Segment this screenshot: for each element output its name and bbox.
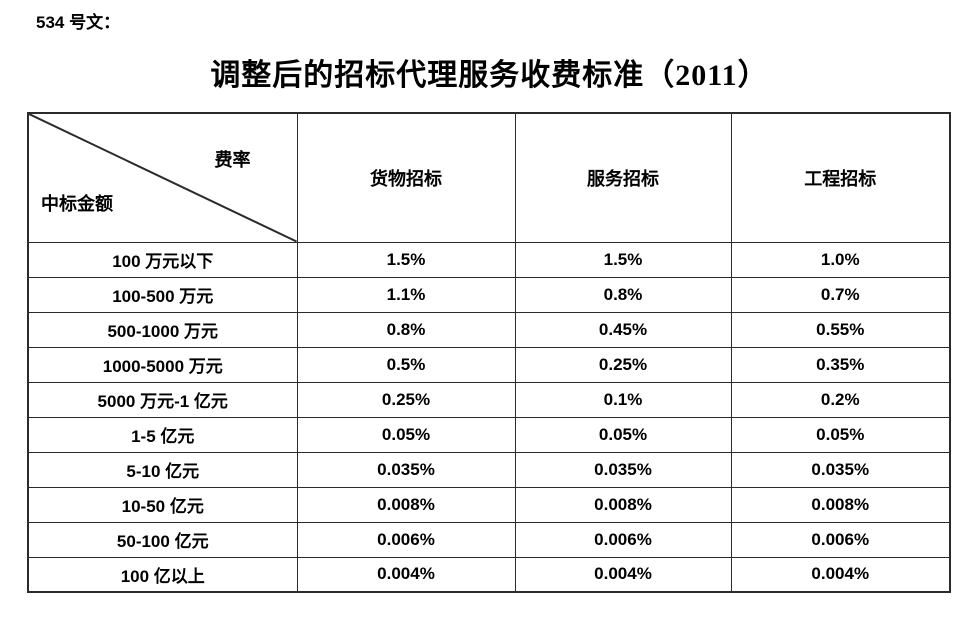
rate-cell: 0.55% — [730, 311, 951, 348]
table-row: 5000 万元-1 亿元 0.25% 0.1% 0.2% — [27, 381, 951, 418]
rate-cell: 1.5% — [296, 241, 516, 278]
row-amount-label: 50-100 亿元 — [27, 521, 298, 558]
rate-cell: 0.006% — [730, 521, 951, 558]
table-row: 500-1000 万元 0.8% 0.45% 0.55% — [27, 311, 951, 348]
table-row: 10-50 亿元 0.008% 0.008% 0.008% — [27, 486, 951, 523]
rate-cell: 0.35% — [730, 346, 951, 383]
rate-cell: 0.7% — [730, 276, 951, 313]
rate-cell: 0.8% — [514, 276, 732, 313]
rate-cell: 0.008% — [514, 486, 732, 523]
rate-cell: 0.5% — [296, 346, 516, 383]
rate-cell: 0.008% — [296, 486, 516, 523]
corner-amount-label: 中标金额 — [41, 193, 113, 214]
table-row: 50-100 亿元 0.006% 0.006% 0.006% — [27, 521, 951, 558]
rate-cell: 0.035% — [296, 451, 516, 488]
row-amount-label: 1000-5000 万元 — [27, 346, 298, 383]
rate-cell: 0.004% — [296, 556, 516, 593]
rate-cell: 0.25% — [514, 346, 732, 383]
rate-cell: 0.006% — [296, 521, 516, 558]
rate-cell: 1.0% — [730, 241, 951, 278]
rate-cell: 0.035% — [730, 451, 951, 488]
rate-cell: 0.004% — [514, 556, 732, 593]
rate-cell: 0.006% — [514, 521, 732, 558]
rate-cell: 0.05% — [730, 416, 951, 453]
fee-rate-table: 费率 中标金额 货物招标 服务招标 工程招标 100 万元以下 1.5% 1.5… — [27, 112, 951, 593]
rate-cell: 0.8% — [296, 311, 516, 348]
table-row: 100 亿以上 0.004% 0.004% 0.004% — [27, 556, 951, 593]
row-amount-label: 100 万元以下 — [27, 241, 298, 278]
table-row: 100 万元以下 1.5% 1.5% 1.0% — [27, 241, 951, 278]
rate-cell: 0.05% — [514, 416, 732, 453]
table-row: 5-10 亿元 0.035% 0.035% 0.035% — [27, 451, 951, 488]
corner-fee-rate-label: 费率 — [214, 150, 251, 170]
rate-cell: 1.1% — [296, 276, 516, 313]
doc-number-label: 534 号文： — [36, 13, 121, 32]
row-amount-label: 1-5 亿元 — [27, 416, 298, 453]
table-row: 1000-5000 万元 0.5% 0.25% 0.35% — [27, 346, 951, 383]
row-amount-label: 100-500 万元 — [27, 276, 298, 313]
rate-cell: 1.5% — [514, 241, 732, 278]
column-header-services: 服务招标 — [514, 112, 732, 243]
rate-cell: 0.035% — [514, 451, 732, 488]
column-header-engineering: 工程招标 — [730, 112, 951, 243]
row-amount-label: 100 亿以上 — [27, 556, 298, 593]
rate-cell: 0.05% — [296, 416, 516, 453]
table-row: 100-500 万元 1.1% 0.8% 0.7% — [27, 276, 951, 313]
diagonal-divider-line — [29, 114, 297, 242]
rate-cell: 0.2% — [730, 381, 951, 418]
row-amount-label: 10-50 亿元 — [27, 486, 298, 523]
rate-cell: 0.45% — [514, 311, 732, 348]
diagonal-corner-cell: 费率 中标金额 — [27, 112, 298, 243]
column-header-goods: 货物招标 — [296, 112, 516, 243]
rate-cell: 0.008% — [730, 486, 951, 523]
rate-cell: 0.1% — [514, 381, 732, 418]
table-row: 1-5 亿元 0.05% 0.05% 0.05% — [27, 416, 951, 453]
row-amount-label: 5000 万元-1 亿元 — [27, 381, 298, 418]
rate-cell: 0.25% — [296, 381, 516, 418]
table-header-row: 费率 中标金额 货物招标 服务招标 工程招标 — [27, 112, 951, 243]
row-amount-label: 5-10 亿元 — [27, 451, 298, 488]
page-title: 调整后的招标代理服务收费标准（2011） — [210, 59, 769, 92]
rate-cell: 0.004% — [730, 556, 951, 593]
row-amount-label: 500-1000 万元 — [27, 311, 298, 348]
